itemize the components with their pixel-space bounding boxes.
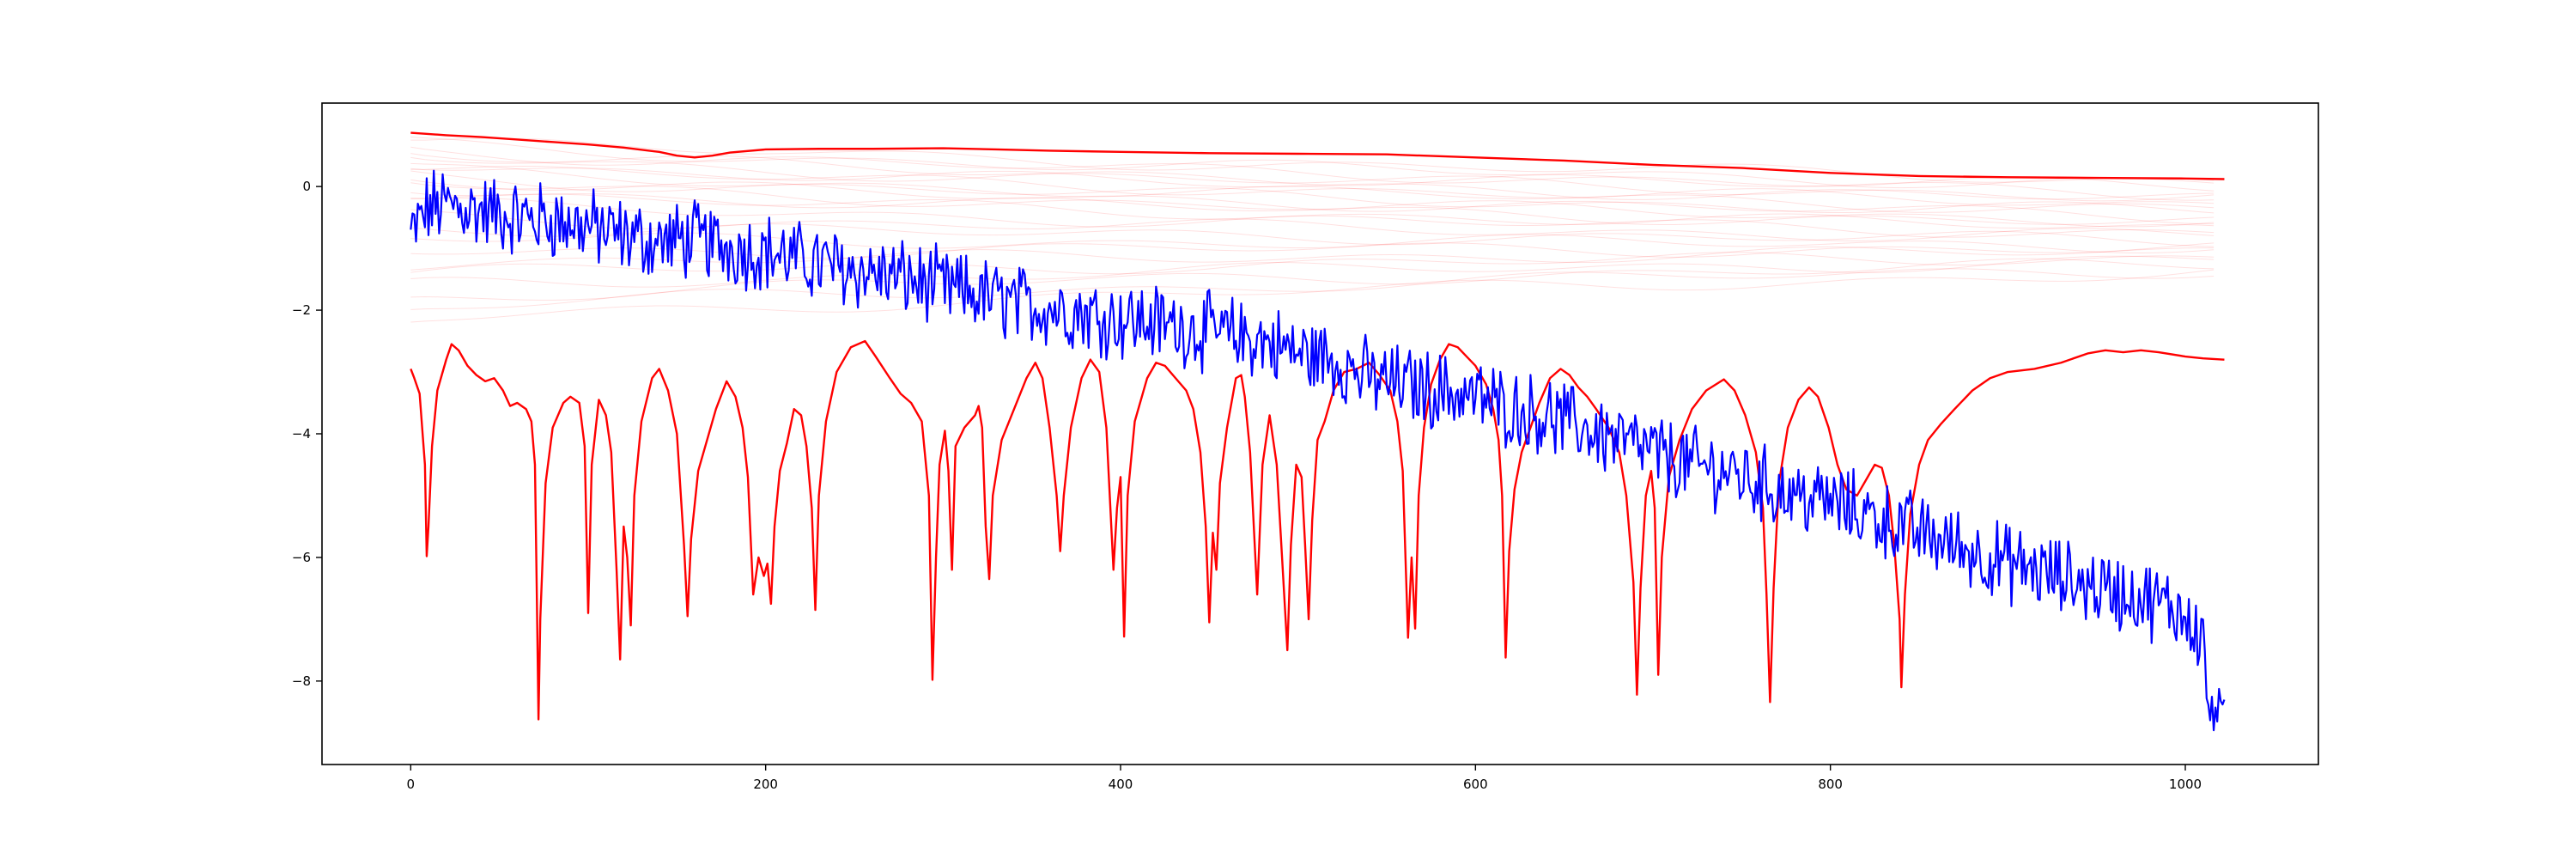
x-tick-label: 600: [1463, 777, 1488, 792]
x-tick-label: 400: [1109, 777, 1133, 792]
faint-series-line: [410, 162, 2215, 213]
series-line-3: [410, 169, 2226, 732]
y-tick-label: −2: [292, 302, 311, 318]
faint-series-line: [410, 179, 2215, 225]
x-tick-label: 800: [1818, 777, 1843, 792]
x-axis: 0 200 400 600 800 1000: [407, 765, 2202, 792]
faint-series-line: [410, 246, 2215, 271]
series-line-1: [410, 131, 2225, 180]
faint-series-line: [410, 146, 2215, 192]
y-tick-label: 0: [302, 179, 311, 194]
faint-series-line: [410, 168, 2215, 200]
faint-lines: [410, 136, 2215, 323]
faint-series-line: [410, 269, 2215, 323]
faint-series-line: [410, 255, 2215, 288]
x-tick-label: 0: [407, 777, 416, 792]
series-line-2: [410, 339, 2225, 721]
x-tick-label: 200: [753, 777, 778, 792]
faint-series-line: [410, 242, 2215, 259]
y-tick-label: −4: [292, 426, 311, 442]
faint-series-line: [410, 170, 2215, 214]
faint-series-line: [410, 136, 2215, 189]
faint-series-line: [410, 137, 2215, 183]
faint-series-line: [410, 268, 2215, 310]
faint-series-line: [410, 192, 2215, 226]
faint-series-line: [410, 193, 2215, 229]
faint-series-line: [410, 156, 2215, 202]
y-tick-label: −6: [292, 550, 311, 565]
faint-series-line: [410, 166, 2215, 206]
x-tick-label: 1000: [2169, 777, 2202, 792]
series-lines: [410, 131, 2226, 732]
y-tick-label: −8: [292, 673, 311, 689]
faint-series-line: [410, 182, 2215, 228]
y-axis: 0 −2 −4 −6 −8: [292, 179, 322, 689]
faint-series-line: [410, 258, 2215, 301]
faint-series-line: [410, 252, 2215, 275]
